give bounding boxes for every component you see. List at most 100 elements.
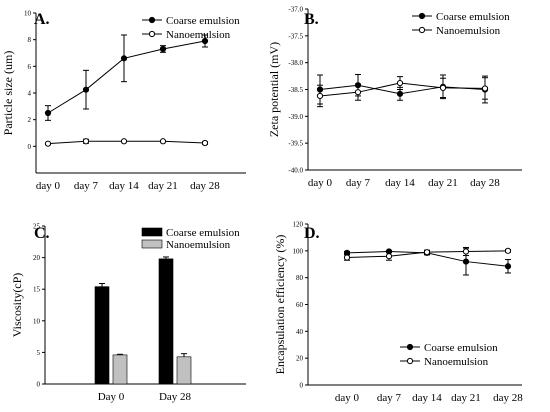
legend-marker-a-0: [148, 16, 156, 24]
x-tick-label-b: day 21: [428, 177, 458, 189]
y-axis-title-a: Particle size (um): [1, 51, 15, 136]
panel-label-c: C.: [34, 225, 50, 242]
chart-panel-a: A. 0 2 4 6 8 10 Particle size (um) day 0 day 7 da…: [1, 10, 246, 192]
y-tick-label-c: 10: [33, 317, 41, 325]
data-point-a-0: [201, 37, 209, 45]
y-tick-label-d: 80: [296, 274, 304, 282]
y-tick-label-c: 20: [33, 254, 41, 262]
y-tick-label-b: -39.5: [288, 140, 303, 148]
data-point-d-1: [462, 248, 470, 255]
bar-c-0: [158, 258, 174, 385]
x-tick-label-d: day 21: [451, 392, 481, 404]
data-point-b-1: [354, 89, 362, 96]
data-point-a-1: [82, 138, 90, 145]
legend-label-b-1: Nanoemulsion: [436, 25, 501, 37]
x-tick-label-b: day 7: [346, 177, 371, 189]
y-tick-label-a: 6: [28, 63, 32, 71]
x-tick-label-a: day 0: [36, 180, 61, 192]
x-tick-label-d: day 7: [377, 392, 402, 404]
y-tick-label-c: 5: [37, 349, 41, 357]
x-tick-label-b: day 0: [308, 177, 333, 189]
data-point-a-0: [120, 55, 128, 62]
x-tick-label-d: day 28: [493, 392, 523, 404]
legend-marker-a-1: [148, 30, 156, 38]
legend-marker-d-1: [406, 357, 414, 365]
data-point-a-0: [159, 45, 167, 53]
y-tick-label-c: 25: [33, 223, 41, 231]
y-tick-label-b: -38.0: [288, 59, 303, 67]
x-tick-label-d: day 14: [412, 392, 442, 404]
bar-c-0: [94, 286, 110, 385]
x-tick-label-b: day 14: [385, 177, 415, 189]
data-point-a-0: [44, 109, 52, 117]
chart-panel-b: B. -40.0 -39.5 -39.0 -38.5 -38.0 -37.5 -37.0 Ze…: [267, 6, 522, 189]
bar-c-1: [176, 356, 192, 385]
x-tick-label-d: day 0: [335, 392, 360, 404]
legend-label-a-1: Nanoemulsion: [166, 29, 231, 41]
data-point-d-1: [343, 254, 351, 261]
y-tick-label-a: 2: [28, 116, 32, 124]
legend-swatch-c-0: [141, 227, 163, 237]
y-tick-label-a: 8: [28, 36, 32, 44]
data-point-a-1: [159, 138, 167, 145]
y-axis-title-d: Encapsulation efficiency (%): [273, 235, 287, 375]
y-tick-label-d: 120: [293, 221, 304, 229]
data-point-a-1: [120, 138, 128, 145]
y-tick-label-a: 10: [24, 10, 32, 18]
legend-label-c-1: Nanoemulsion: [166, 239, 231, 251]
chart-panel-c: C. 0 5 10 15 20 25 Viscosity(cP) Day 0 Day 28 Coa…: [10, 223, 246, 403]
x-tick-label-a: day 14: [109, 180, 139, 192]
x-tick-label-a: day 7: [74, 180, 99, 192]
data-point-d-0: [504, 263, 512, 270]
x-tick-label-a: day 28: [190, 180, 220, 192]
panel-label-d: D.: [304, 225, 320, 242]
data-point-a-1: [201, 139, 209, 147]
legend-swatch-c-1: [141, 239, 163, 249]
series-line-a-0: [47, 40, 206, 114]
panel-label-b: B.: [304, 11, 319, 28]
data-point-b-1: [481, 85, 489, 92]
data-point-b-0: [396, 90, 404, 97]
data-point-d-1: [385, 253, 393, 260]
data-point-b-1: [439, 84, 447, 91]
panel-label-a: A.: [34, 11, 50, 28]
y-tick-label-d: 60: [296, 301, 304, 309]
legend-label-d-0: Coarse emulsion: [424, 342, 498, 354]
legend-marker-b-0: [418, 12, 426, 20]
y-tick-label-b: -38.5: [288, 86, 303, 94]
x-tick-label-b: day 28: [470, 177, 500, 189]
legend-label-a-0: Coarse emulsion: [166, 15, 240, 27]
data-point-b-1: [396, 79, 404, 87]
data-point-b-1: [316, 92, 324, 100]
legend-label-b-0: Coarse emulsion: [436, 11, 510, 23]
y-tick-label-a: 0: [28, 143, 32, 151]
chart-panel-d: D. 0 20 40 60 80 100 120 Encapsulation efficien…: [273, 221, 523, 405]
y-axis-title-b: Zeta potential (mV): [267, 42, 281, 137]
data-point-a-0: [82, 86, 90, 93]
y-tick-label-a: 4: [28, 90, 32, 98]
legend-label-c-0: Coarse emulsion: [166, 227, 240, 239]
legend-label-d-1: Nanoemulsion: [424, 356, 489, 368]
y-axis-title-c: Viscosity(cP): [10, 273, 24, 338]
x-tick-label-c: Day 0: [98, 391, 125, 403]
y-tick-label-b: -37.5: [288, 32, 303, 40]
x-tick-label-a: day 21: [148, 180, 178, 192]
legend-marker-d-0: [406, 343, 414, 351]
bar-c-1: [112, 354, 128, 385]
data-point-d-1: [423, 249, 431, 256]
y-tick-label-d: 40: [296, 328, 304, 336]
y-tick-label-b: -39.0: [288, 113, 303, 121]
x-tick-label-c: Day 28: [159, 391, 192, 403]
y-tick-label-c: 0: [37, 381, 41, 389]
y-tick-label-c: 15: [33, 286, 41, 294]
data-point-a-1: [44, 140, 52, 147]
y-tick-label-b: -40.0: [288, 167, 303, 175]
legend-marker-b-1: [418, 26, 426, 34]
y-tick-label-d: 100: [293, 247, 304, 255]
y-tick-label-d: 20: [296, 355, 304, 363]
data-point-d-0: [462, 258, 470, 265]
data-point-d-1: [504, 247, 512, 254]
y-tick-label-b: -37.0: [288, 6, 303, 14]
y-tick-label-d: 0: [300, 382, 304, 390]
